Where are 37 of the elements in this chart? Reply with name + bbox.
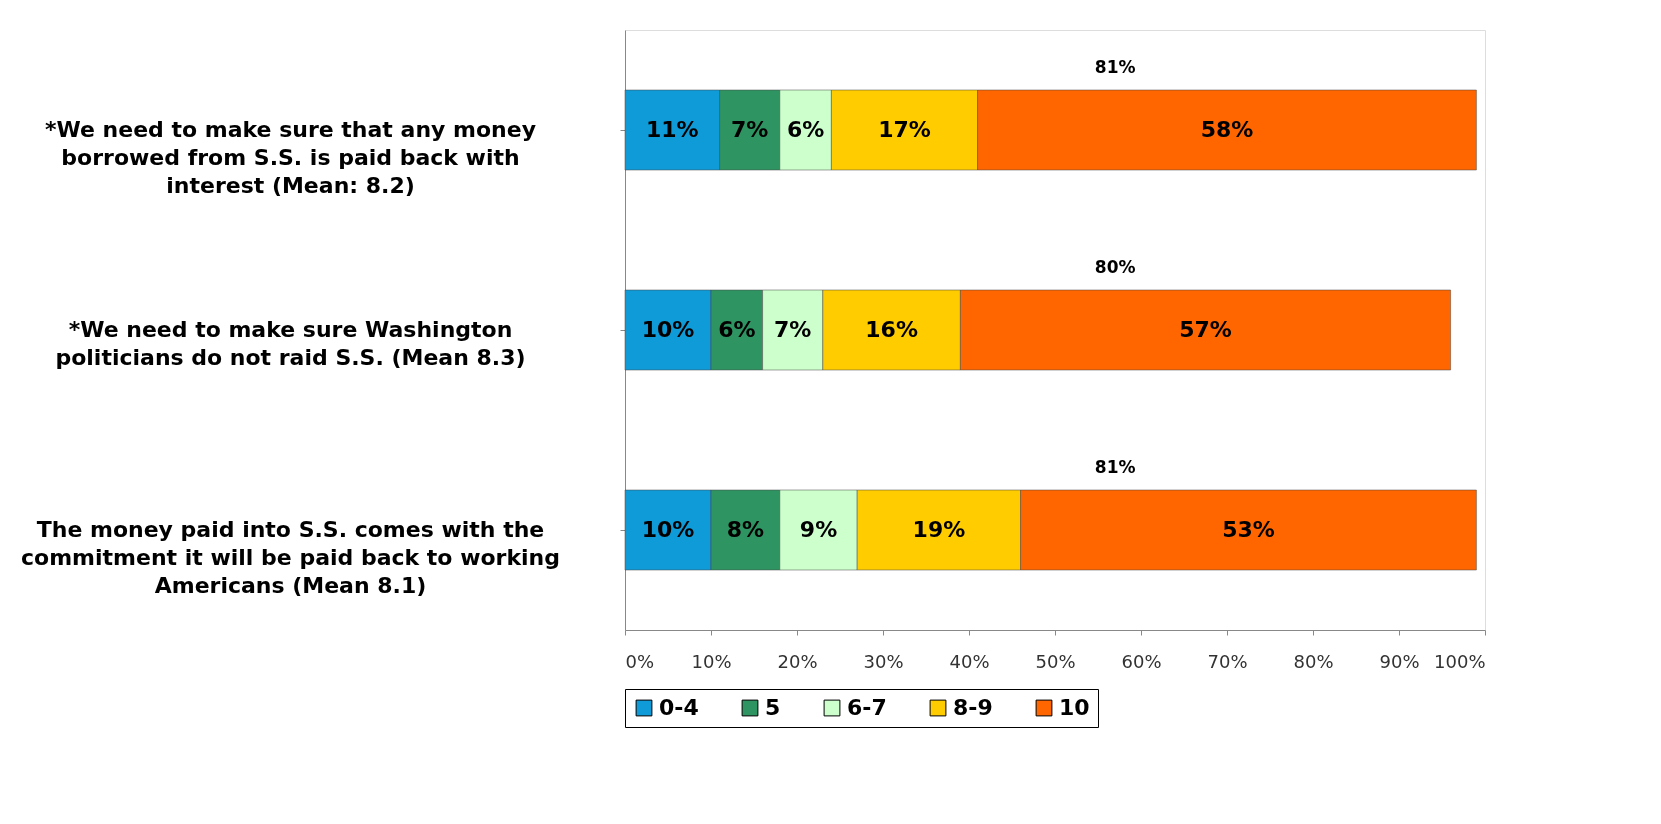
data-label: 7% (774, 317, 812, 342)
x-tick-label: 100% (1434, 650, 1486, 672)
legend-label: 8-9 (953, 695, 993, 720)
data-label: 6% (718, 317, 756, 342)
x-tick-label: 50% (1035, 650, 1076, 672)
x-tick-label: 10% (691, 650, 732, 672)
annotation: 81% (1094, 457, 1136, 477)
data-label: 11% (645, 117, 699, 142)
data-label: 8% (726, 517, 765, 542)
legend-label: 5 (765, 695, 781, 720)
data-label: 17% (878, 117, 931, 142)
x-tick-label: 0% (625, 650, 655, 672)
data-label: 10% (641, 517, 695, 542)
y-tick-label: *We need to make sure Washington politicians do not raid S.S. (Mean 8.3) (55, 317, 526, 370)
data-label: 57% (1179, 317, 1232, 342)
annotation: 81% (1094, 57, 1136, 77)
data-label: 6% (786, 117, 825, 142)
x-tick-label: 20% (777, 650, 818, 672)
data-label: 58% (1200, 117, 1254, 142)
x-tick-label: 70% (1207, 650, 1248, 672)
x-tick-label: 30% (863, 650, 904, 672)
legend-label: 6-7 (847, 695, 887, 720)
legend-label: 0-4 (659, 695, 699, 720)
data-label: 19% (912, 517, 966, 542)
y-tick-label: The money paid into S.S. comes with the commitment it will be paid back to working Americans (Mean 8.1) (20, 517, 561, 598)
legend-label: 10 (1059, 695, 1090, 720)
data-label: 9% (799, 517, 838, 542)
y-tick-label: *We need to make sure that any money borrowed from S.S. is paid back with interest (Mean: 8.2) (44, 117, 537, 198)
data-label: 7% (731, 117, 769, 142)
x-tick-label: 80% (1293, 650, 1334, 672)
data-label: 10% (641, 317, 695, 342)
annotation: 80% (1094, 257, 1136, 277)
x-tick-label: 40% (949, 650, 990, 672)
data-label: 53% (1222, 517, 1275, 542)
x-tick-label: 60% (1121, 650, 1162, 672)
data-label: 16% (865, 317, 918, 342)
x-tick-label: 90% (1379, 650, 1420, 672)
